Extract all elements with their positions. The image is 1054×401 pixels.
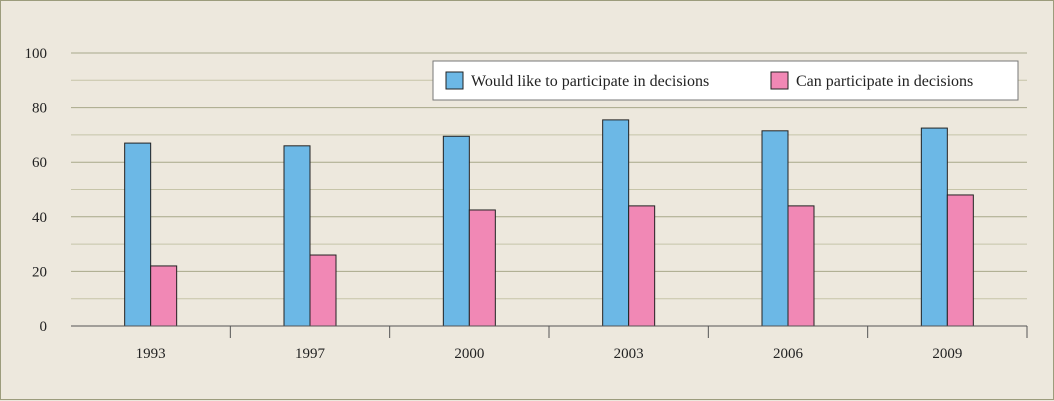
bar-would-like [124,142,152,327]
x-tick-label: 2000 [454,346,484,362]
bar-can-participate [628,205,656,327]
x-tick-label: 2009 [932,346,962,362]
y-tick-label: 60 [32,155,47,171]
legend-label: Can participate in decisions [796,73,973,90]
bar-would-like [761,130,789,327]
y-tick-label: 20 [32,264,47,280]
bar-would-like [920,127,948,327]
bar-would-like [283,145,311,327]
bar-can-participate [787,205,815,327]
bar-can-participate [150,265,178,327]
bar-would-like [602,119,630,327]
x-tick-label: 1997 [295,346,326,362]
x-tick-label: 2003 [614,346,644,362]
bar-would-like [442,135,470,327]
y-tick-label: 40 [32,210,47,226]
x-axis-tick-labels: 1993 1997 2000 2003 2006 2009 [136,346,963,362]
bar-can-participate [468,209,496,327]
y-tick-label: 80 [32,101,47,117]
legend: Would like to participate in decisions Ca… [432,60,1019,101]
x-tick-label: 2006 [773,346,804,362]
x-tick-label: 1993 [136,346,166,362]
bars [124,119,974,327]
x-axis [71,325,1028,338]
y-axis-tick-labels: 0 20 40 60 80 100 [25,46,48,335]
legend-swatch [770,71,789,90]
y-tick-label: 100 [25,46,48,62]
bar-can-participate [946,194,974,327]
y-tick-label: 0 [40,319,48,335]
legend-box [432,60,1019,101]
legend-label: Would like to participate in decisions [471,73,709,90]
legend-swatch [445,71,464,90]
bar-can-participate [309,254,337,327]
